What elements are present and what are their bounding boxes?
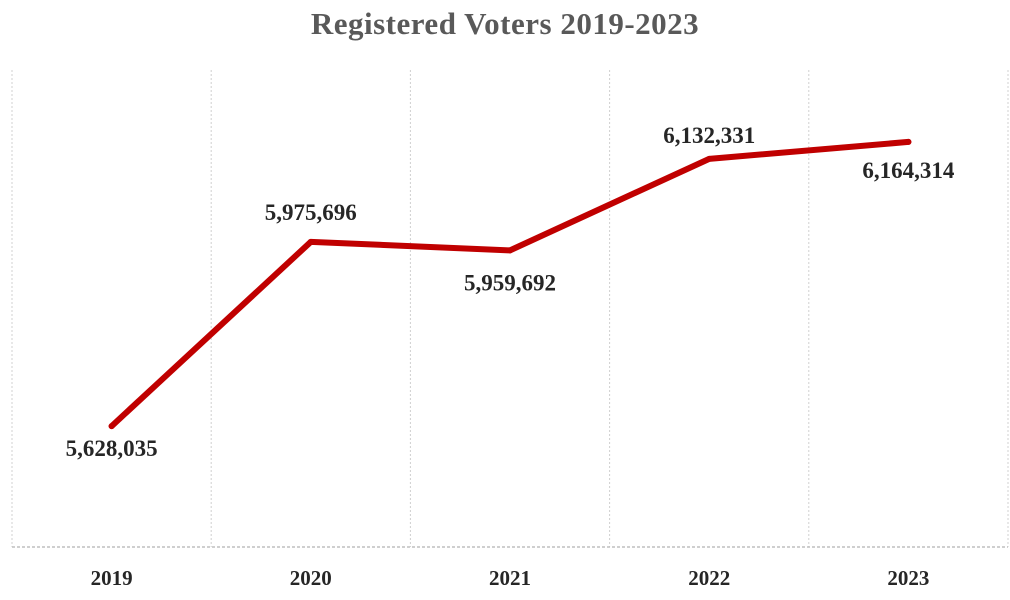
data-label-2020: 5,975,696 (265, 200, 357, 225)
x-tick-label-2021: 2021 (489, 566, 531, 590)
chart-title: Registered Voters 2019-2023 (310, 6, 700, 41)
x-tick-label-2022: 2022 (688, 566, 730, 590)
x-tick-label-2023: 2023 (887, 566, 929, 590)
data-label-2022: 6,132,331 (663, 123, 755, 148)
data-point-2022 (706, 155, 713, 162)
data-point-2021 (507, 247, 513, 254)
data-point-2023 (905, 138, 912, 145)
data-label-2023: 6,164,314 (862, 158, 955, 183)
x-tick-label-2019: 2019 (91, 566, 133, 590)
data-point-2020 (307, 238, 314, 245)
x-tick-labels: 2019 2020 2021 2022 2023 (91, 566, 930, 590)
data-label-2021: 5,959,692 (464, 270, 556, 295)
data-labels: 5,628,035 5,975,696 5,959,692 6,132,331 6,16… (66, 123, 955, 461)
data-label-2019: 5,628,035 (66, 436, 158, 461)
x-tick-label-2020: 2020 (290, 566, 332, 590)
series-registered-voters (108, 138, 912, 430)
data-point-2019 (108, 423, 115, 430)
gridlines (11, 70, 1009, 547)
